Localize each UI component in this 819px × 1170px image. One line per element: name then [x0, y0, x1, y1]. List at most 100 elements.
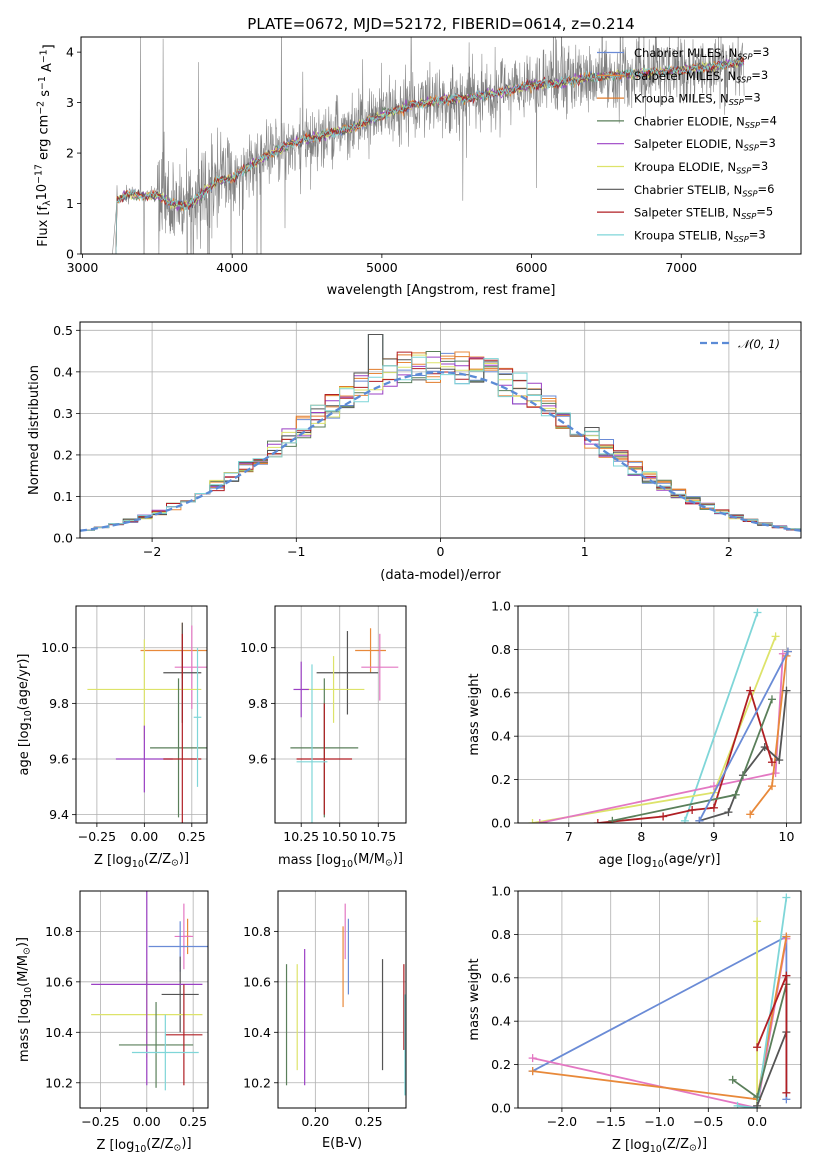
mass-weight-vs-metallicity-axes: −2.0 −1.5 −1.0 −0.5 0.0 0.0 0.2 0.4 0.6 0.8 1.0	[491, 884, 802, 1130]
x-tick-label: 0.0	[747, 1114, 767, 1129]
mass-weight-marker	[695, 816, 704, 823]
x-axis-label: mass [log10(M/M⊙)]	[278, 851, 403, 870]
mass-weight-marker	[728, 1075, 737, 1084]
mass-weight-marker	[528, 1054, 537, 1063]
x-axis-label-part: (M/M	[353, 852, 385, 867]
mass-vs-extinction-axes: 0.20 0.25 10.2 10.4 10.6 10.8	[243, 890, 407, 1129]
legend-nssp: 3	[768, 136, 775, 150]
x-axis-label-part: )]	[181, 1136, 191, 1151]
legend-entry: Salpeter STELIB, NSSP=5	[634, 205, 773, 221]
mass-weight-marker	[753, 917, 762, 926]
y-tick-label: 10.4	[243, 1025, 271, 1040]
histogram-axes-ticks: −2 −1 0 1 2 0.0 0.1 0.2 0.3 0.4 0.5	[53, 323, 733, 559]
mass-weight-line	[698, 651, 789, 822]
mass-weight-vs-metallicity-axes-ticks: −2.0 −1.5 −1.0 −0.5 0.0 0.0 0.2 0.4 0.6 0.8 1.0	[491, 884, 767, 1130]
legend-n: , N	[721, 46, 737, 60]
y-axis-label: age [log10(age/yr)]	[16, 654, 34, 776]
y-tick-label: 0.6	[491, 685, 511, 700]
mass-weight-marker	[680, 816, 689, 823]
legend-n-eq: =	[751, 68, 761, 82]
x-axis-label-part: ⊙	[689, 1143, 697, 1154]
x-axis-label: age [log10(age/yr)]	[599, 852, 721, 870]
x-tick-label: −1.0	[644, 1114, 674, 1129]
mass-weight-vs-age-axes-ticks: 7 8 9 10 0.0 0.2 0.4 0.6 0.8 1.0	[491, 599, 794, 845]
y-tick-label: 4	[66, 45, 74, 60]
legend-nssp: 3	[762, 45, 769, 59]
legend-n: , N	[718, 228, 734, 242]
x-tick-label: 0.25	[178, 829, 206, 844]
y-tick-label: 1	[66, 196, 74, 211]
y-axis-label-part: age [log	[17, 722, 32, 775]
mass-weight-marker	[731, 790, 740, 799]
mass-vs-metallicity-axes: −0.25 0.00 0.25 10.2 10.4 10.6 10.8	[45, 890, 209, 1129]
histogram-axes-plot-area	[80, 322, 801, 538]
y-axis-label-part: ]	[41, 44, 56, 49]
spectrum-axes-frame	[80, 36, 802, 255]
legend-n-sub: SSP	[729, 97, 744, 107]
x-tick-label: 10	[779, 829, 795, 844]
y-tick-label: 1.0	[491, 599, 511, 614]
mass-weight-line	[597, 687, 773, 823]
x-tick-label: −1	[287, 544, 305, 559]
x-tick-label: 5000	[366, 260, 398, 275]
y-axis-label: mass [log10(M/M⊙)]	[15, 937, 34, 1062]
x-axis-label-part: (Z/Z	[144, 852, 171, 867]
legend-n-sub: SSP	[744, 143, 759, 153]
mass-weight-marker	[782, 686, 791, 695]
mass-weight-marker	[709, 803, 718, 812]
mass-weight-marker	[753, 1043, 762, 1052]
y-tick-label: 0.2	[491, 1057, 511, 1072]
legend-n-eq: =	[749, 227, 759, 241]
age-vs-mass-axes-ticks: 10.25 10.50 10.75 9.6 9.8 10.0	[240, 640, 396, 844]
x-axis-label-part: Z [log	[94, 853, 132, 868]
y-tick-label: 0.4	[53, 364, 73, 379]
y-axis-label-part: Flux [f	[36, 205, 51, 246]
mass-weight-marker	[782, 932, 791, 941]
legend-entry: Chabrier MILES, NSSP=3	[634, 45, 769, 61]
mass-weight-vs-age-axes-frame	[517, 605, 802, 824]
y-tick-label: 0	[66, 247, 74, 262]
age-vs-mass-axes-plot-area	[275, 606, 406, 823]
mass-weight-line	[684, 612, 759, 822]
x-axis-label-part: (age/yr)]	[664, 852, 721, 867]
x-tick-label: 7000	[665, 260, 697, 275]
y-tick-label: 9.4	[49, 807, 69, 822]
y-tick-label: 10.0	[41, 640, 69, 655]
y-tick-label: 9.8	[248, 696, 268, 711]
x-axis-label-part: 10	[134, 1144, 146, 1155]
legend-name: Kroupa ELODIE	[634, 160, 720, 174]
x-axis-label-part: 10	[652, 859, 664, 870]
x-tick-label: 7	[565, 829, 573, 844]
x-tick-label: 10.25	[283, 829, 319, 844]
x-axis-label: Z [log10(Z/Z⊙)]	[612, 1136, 707, 1155]
x-tick-label: 0.00	[130, 829, 158, 844]
y-tick-label: 9.6	[49, 752, 69, 767]
legend-n-sub: SSP	[736, 165, 751, 175]
x-axis-label: E(B-V)	[322, 1136, 362, 1151]
legend-entry: Kroupa STELIB, NSSP=3	[634, 227, 766, 243]
age-vs-metallicity-axes-plot-area	[76, 606, 207, 823]
x-axis-label-part: Z [log	[96, 1138, 134, 1153]
y-tick-label: 10.0	[240, 640, 268, 655]
x-tick-label: −0.25	[78, 829, 116, 844]
mass-weight-vs-metallicity-axes-frame	[517, 890, 802, 1109]
y-axis-label-part: 10	[35, 184, 50, 201]
legend-n-sub: SSP	[742, 188, 757, 198]
histogram-step	[80, 356, 801, 538]
legend-n-sub: SSP	[741, 211, 756, 221]
age-vs-metallicity-axes-ticks: −0.25 0.00 0.25 9.4 9.6 9.8 10.0	[41, 640, 206, 844]
mass-weight-marker	[767, 782, 776, 791]
age-vs-metallicity-axes: −0.25 0.00 0.25 9.4 9.6 9.8 10.0	[41, 605, 208, 844]
mass-weight-marker	[771, 632, 780, 641]
x-tick-label: −2	[143, 544, 161, 559]
legend-entry: Chabrier ELODIE, NSSP=4	[634, 113, 777, 129]
mass-weight-marker	[724, 808, 733, 817]
legend-name: Salpeter STELIB	[634, 206, 725, 220]
x-tick-label: −0.25	[81, 1114, 119, 1129]
mass-weight-marker	[753, 1101, 762, 1108]
x-tick-label: 4000	[216, 260, 248, 275]
legend-n-sub: SSP	[736, 74, 751, 84]
